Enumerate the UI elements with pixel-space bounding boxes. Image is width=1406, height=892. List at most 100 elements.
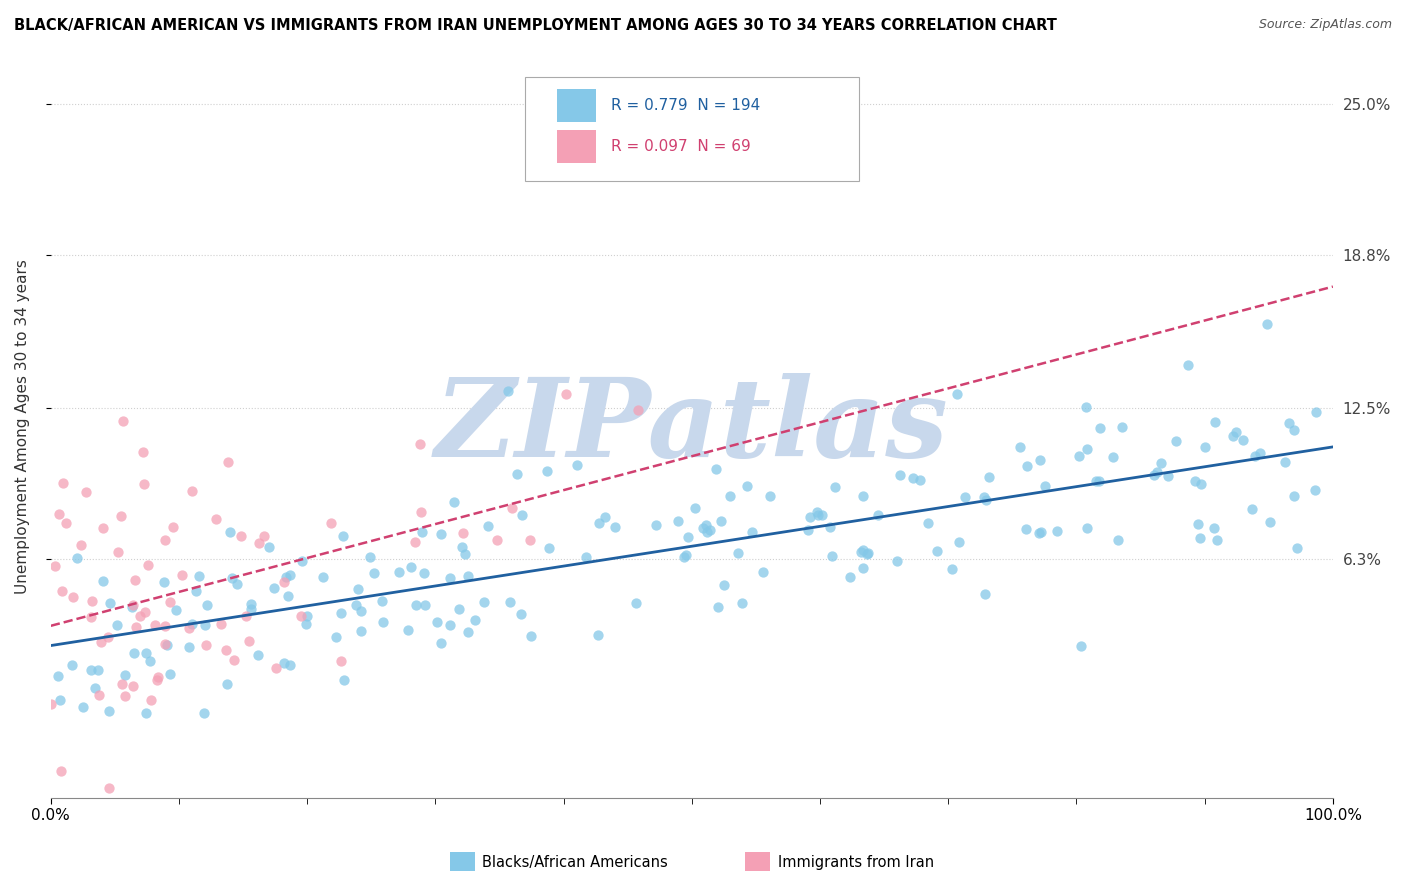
Point — [704, 461, 727, 475]
Point — [136, 558, 159, 572]
Point — [111, 677, 134, 691]
Point — [193, 618, 215, 632]
Point — [139, 692, 162, 706]
Point — [409, 436, 432, 450]
Point — [247, 536, 270, 550]
Point — [177, 621, 200, 635]
Point — [1150, 456, 1173, 470]
Point — [107, 545, 129, 559]
Point — [852, 561, 875, 575]
Point — [536, 464, 558, 478]
Point — [371, 615, 394, 629]
Point — [973, 490, 995, 504]
Point — [238, 633, 260, 648]
Point — [181, 617, 204, 632]
Point — [134, 605, 156, 619]
Point — [273, 575, 295, 590]
Point — [153, 575, 176, 590]
Text: Immigrants from Iran: Immigrants from Iran — [778, 855, 934, 870]
Point — [506, 467, 529, 481]
Point — [605, 520, 627, 534]
Point — [426, 615, 449, 629]
Point — [122, 599, 145, 613]
Point — [51, 584, 73, 599]
Point — [153, 619, 176, 633]
Point — [555, 387, 578, 401]
Point — [80, 594, 103, 608]
Point — [333, 673, 356, 688]
Point — [439, 617, 461, 632]
Point — [807, 508, 830, 523]
Point — [1076, 442, 1098, 456]
Point — [80, 610, 103, 624]
Point — [1189, 476, 1212, 491]
Point — [955, 490, 977, 504]
Point — [263, 581, 285, 595]
Point — [114, 667, 136, 681]
Point — [291, 554, 314, 568]
Point — [741, 524, 763, 539]
Point — [675, 548, 697, 562]
Point — [1028, 525, 1050, 540]
Point — [852, 489, 875, 503]
Point — [165, 602, 187, 616]
Point — [457, 568, 479, 582]
Point — [797, 523, 820, 537]
Point — [1204, 415, 1226, 429]
Point — [695, 518, 717, 533]
Point — [575, 550, 598, 565]
Point — [818, 520, 841, 534]
Point — [751, 565, 773, 579]
Point — [512, 508, 534, 522]
Point — [901, 471, 924, 485]
Point — [1107, 533, 1129, 547]
Point — [153, 637, 176, 651]
Point — [1070, 639, 1092, 653]
Point — [91, 520, 114, 534]
Point — [692, 521, 714, 535]
Point — [520, 629, 543, 643]
Point — [806, 505, 828, 519]
Point — [451, 525, 474, 540]
Point — [1008, 440, 1031, 454]
Point — [457, 624, 479, 639]
Point — [851, 543, 873, 558]
FancyBboxPatch shape — [526, 78, 859, 181]
Point — [295, 608, 318, 623]
Point — [100, 596, 122, 610]
Point — [447, 602, 470, 616]
Point — [627, 403, 650, 417]
Point — [1017, 459, 1039, 474]
Point — [138, 654, 160, 668]
Point — [974, 587, 997, 601]
Point — [889, 467, 911, 482]
Point — [810, 508, 832, 522]
Point — [143, 618, 166, 632]
Point — [666, 515, 689, 529]
Point — [80, 663, 103, 677]
Point — [1278, 417, 1301, 431]
Point — [66, 550, 89, 565]
Point — [193, 706, 215, 720]
Point — [464, 613, 486, 627]
Point — [224, 653, 246, 667]
Point — [188, 569, 211, 583]
Point — [105, 618, 128, 632]
Point — [979, 469, 1001, 483]
Point — [1088, 420, 1111, 434]
Point — [1087, 474, 1109, 488]
Point — [153, 533, 176, 547]
Point — [146, 670, 169, 684]
Point — [388, 565, 411, 579]
Point — [48, 507, 70, 521]
Point — [593, 510, 616, 524]
Point — [1232, 433, 1254, 447]
Point — [215, 643, 238, 657]
Point — [851, 544, 873, 558]
Point — [974, 493, 997, 508]
Point — [114, 689, 136, 703]
Point — [1184, 475, 1206, 489]
Point — [246, 648, 269, 662]
Point — [588, 516, 610, 530]
Point — [396, 623, 419, 637]
